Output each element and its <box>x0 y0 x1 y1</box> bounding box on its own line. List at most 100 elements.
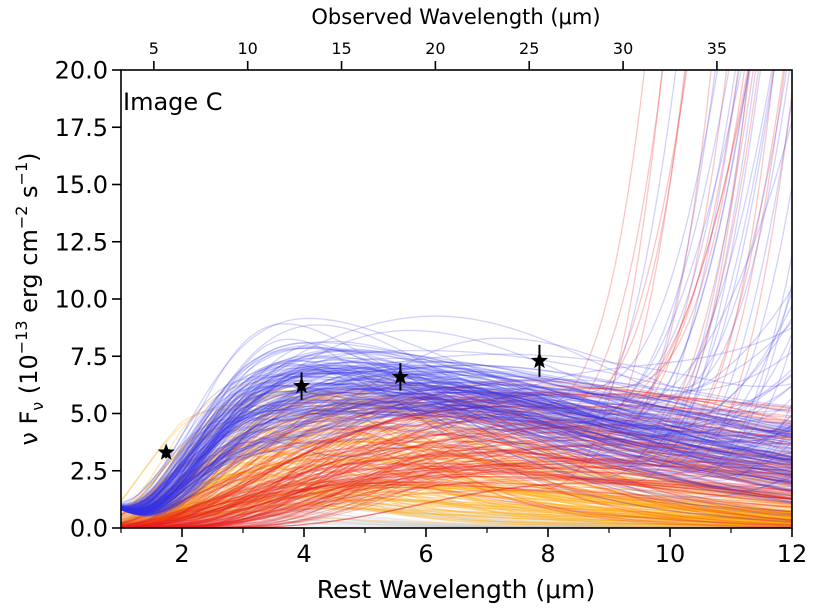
model-curve-blue <box>121 366 792 512</box>
model-curve-blue <box>121 388 792 511</box>
model-curve-red <box>121 435 792 528</box>
model-curve-red <box>121 393 792 528</box>
model-curve-blue <box>121 317 792 508</box>
model-curve-blue <box>121 386 792 512</box>
model-curve-red <box>121 383 792 525</box>
model-curve-blue <box>121 384 792 515</box>
model-curve-blue <box>121 405 792 513</box>
model-curve-blue <box>121 367 792 513</box>
top-tick-label: 15 <box>331 39 351 58</box>
model-curve-blue <box>121 392 792 512</box>
model-curve-red <box>121 444 792 528</box>
model-curve-orange <box>121 431 792 528</box>
model-curve-red <box>121 451 792 527</box>
model-curve-blue <box>121 386 792 514</box>
model-curve-red <box>121 425 792 528</box>
model-curve-orange <box>121 447 792 528</box>
model-curve-red <box>121 407 792 524</box>
y-axis-ticks: 0.0 2.5 5.0 7.5 10.0 12.5 15.0 17.5 20.0 <box>55 57 121 543</box>
model-curve-blue <box>121 282 792 515</box>
model-curve-blue <box>121 387 792 507</box>
model-curve-red <box>121 70 739 528</box>
model-curve-blue <box>121 361 792 510</box>
model-curve-blue <box>121 405 792 510</box>
model-curve-red <box>121 483 792 528</box>
model-curve-gray <box>121 480 792 526</box>
model-curve-orange <box>121 401 792 528</box>
model-curve-red <box>121 459 792 528</box>
model-curve-orange <box>121 408 792 515</box>
model-curve-orange <box>121 411 792 528</box>
model-curve-red <box>121 455 792 527</box>
model-curve-blue <box>121 400 792 508</box>
model-curve-orange <box>121 445 792 528</box>
model-curve-red <box>121 395 792 528</box>
model-curve-blue <box>121 406 792 511</box>
model-curve-blue <box>121 389 792 510</box>
model-curve-blue <box>121 396 792 511</box>
model-curve-red <box>121 439 792 528</box>
model-curve-orange <box>121 496 792 528</box>
x-tick-label: 8 <box>540 540 555 568</box>
top-tick-label: 35 <box>707 39 727 58</box>
model-curve-orange <box>121 491 792 528</box>
model-curve-red <box>121 70 746 528</box>
model-curve-red <box>121 414 792 528</box>
y-tick-label: 2.5 <box>70 457 108 485</box>
model-curve-red <box>121 70 728 525</box>
x-axis-ticks: 2 4 6 8 10 12 <box>120 528 807 568</box>
model-curve-red <box>121 424 792 528</box>
model-curve-blue <box>121 397 792 513</box>
model-curve-orange <box>121 454 792 524</box>
model-curve-gray <box>121 517 792 528</box>
model-curve-blue <box>121 393 792 514</box>
model-curve-orange <box>121 449 792 528</box>
model-curve-blue <box>121 391 792 512</box>
model-curve-red <box>121 471 792 528</box>
model-curve-blue <box>121 70 717 512</box>
data-point-star <box>293 377 311 394</box>
model-curve-gray <box>121 501 792 528</box>
model-curve-red <box>121 413 792 521</box>
model-curve-orange <box>121 383 792 526</box>
model-curve-blue <box>121 400 792 513</box>
model-curve-blue <box>121 388 792 513</box>
model-curve-orange <box>121 461 792 526</box>
model-curve-blue <box>121 70 750 516</box>
model-curve-red <box>121 392 792 516</box>
model-curve-gray <box>121 490 792 526</box>
model-curve-orange <box>121 507 792 528</box>
model-curve-blue <box>121 412 792 516</box>
model-curve-orange <box>121 473 792 528</box>
model-curve-red <box>121 70 664 528</box>
model-curve-blue <box>121 333 792 515</box>
model-curve-gray <box>121 505 792 528</box>
model-curve-gray <box>121 495 792 528</box>
model-curve-orange <box>121 435 792 524</box>
model-curve-orange <box>121 484 792 528</box>
model-curve-orange <box>121 478 792 528</box>
model-curve-blue <box>121 385 792 509</box>
model-curve-red <box>121 405 792 528</box>
model-curve-blue <box>121 255 792 514</box>
model-curve-orange <box>121 428 792 528</box>
model-curve-red <box>121 465 792 528</box>
model-curve-red <box>121 92 792 528</box>
model-curve-orange <box>121 462 792 523</box>
model-curve-red <box>121 70 687 528</box>
model-curve-blue <box>121 368 792 516</box>
model-curve-red <box>121 393 792 528</box>
model-curve-red <box>121 404 792 523</box>
model-curve-blue <box>121 70 737 514</box>
x-tick-label: 2 <box>174 540 189 568</box>
model-curve-orange <box>121 457 792 528</box>
model-curve-blue <box>121 346 792 508</box>
model-curve-blue <box>121 373 792 513</box>
model-curve-blue <box>121 401 792 515</box>
model-curve-red <box>121 70 750 528</box>
model-curve-blue <box>121 378 792 511</box>
model-curve-orange <box>121 453 792 525</box>
model-curve-orange <box>121 462 792 528</box>
model-curve-red <box>121 402 792 528</box>
